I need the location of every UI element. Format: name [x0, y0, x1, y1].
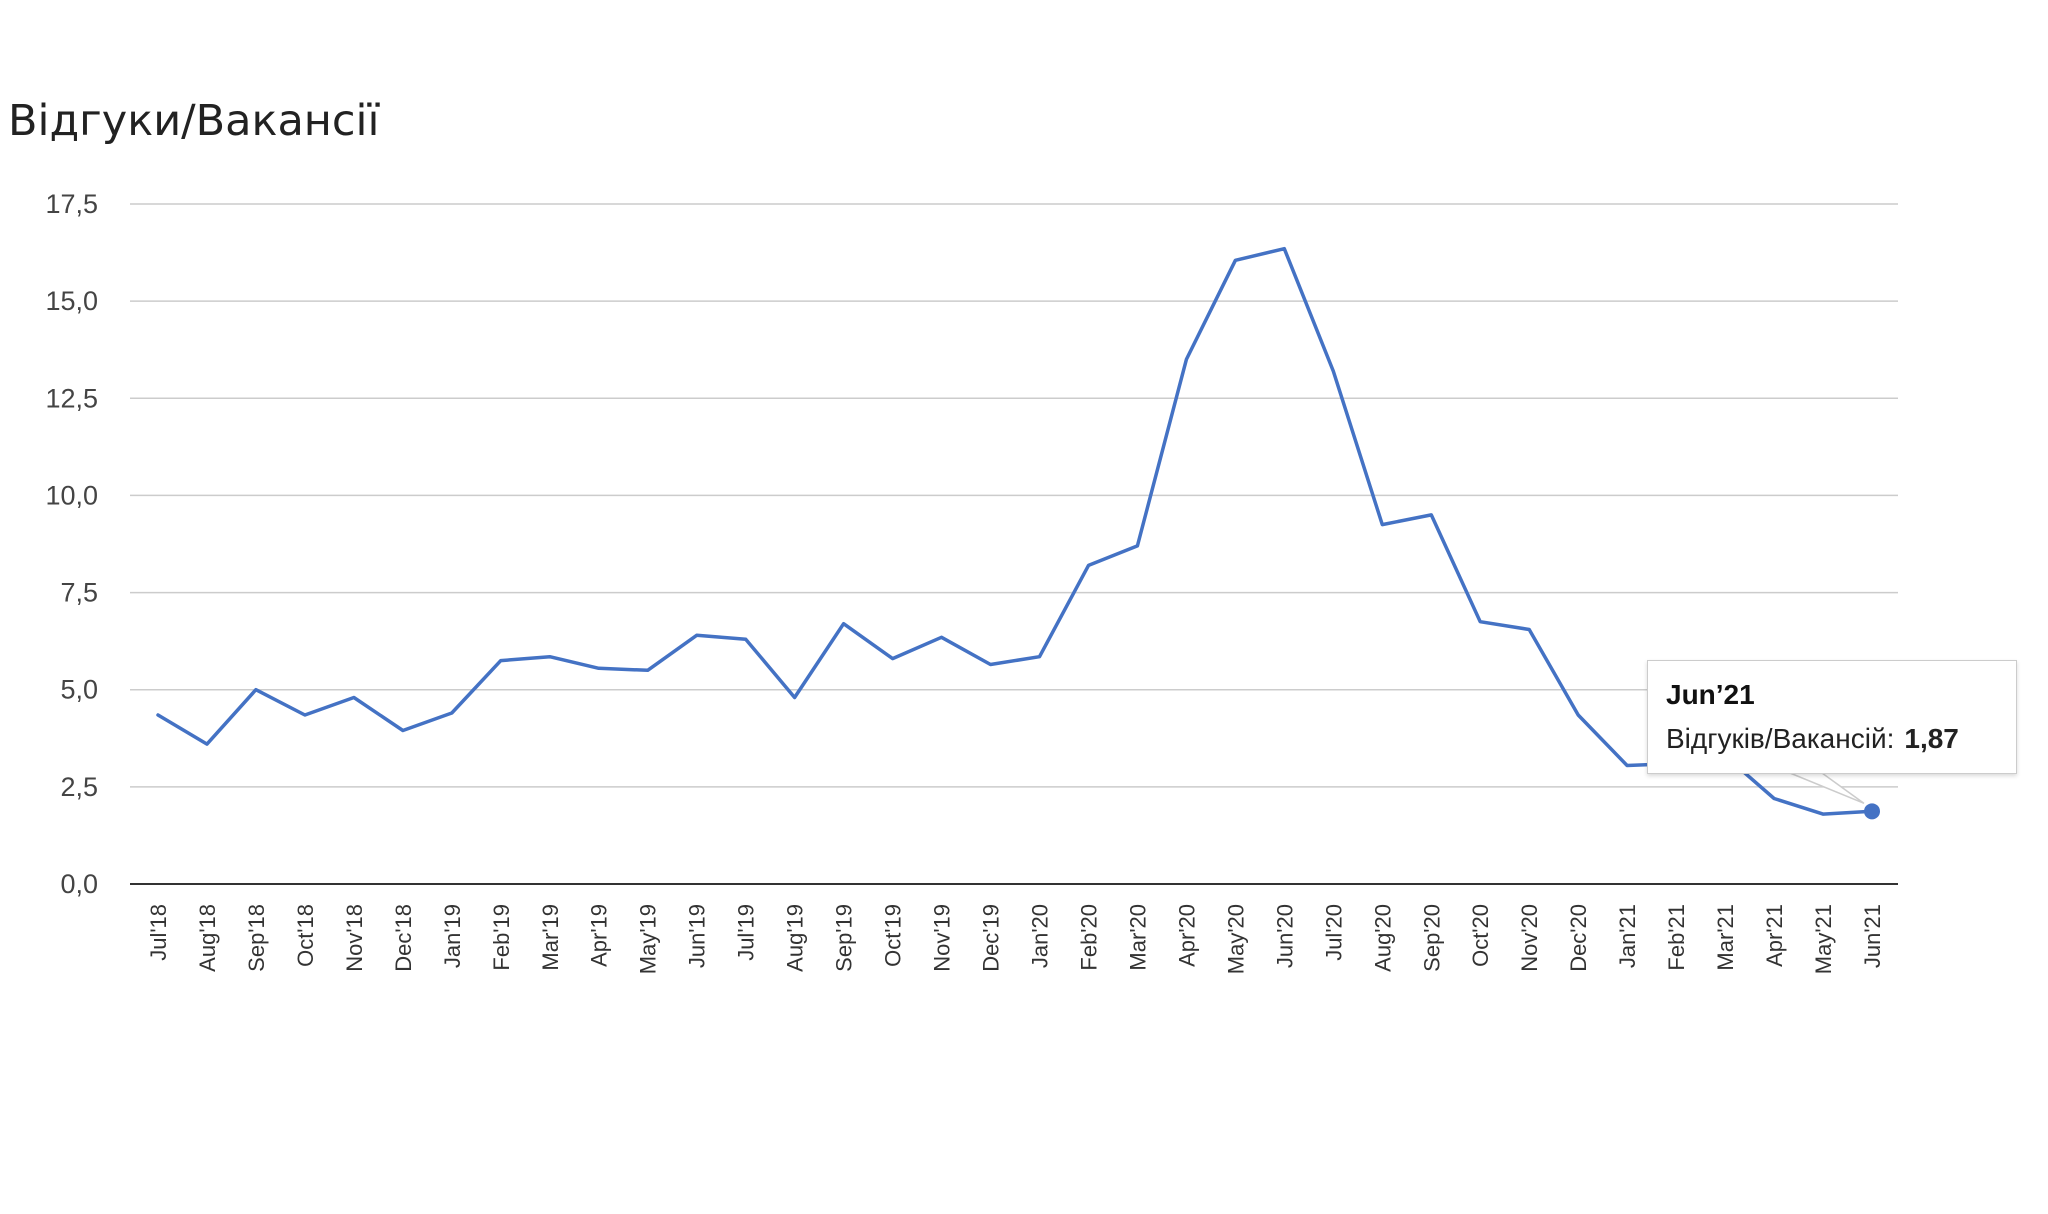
data-point: [939, 634, 945, 640]
x-tick-label: Jul'20: [1321, 904, 1346, 961]
data-point: [988, 661, 994, 667]
data-point: [1232, 257, 1238, 263]
x-tick-label: Aug'20: [1370, 904, 1395, 972]
data-point: [1281, 246, 1287, 252]
x-tick-label: Sep'19: [832, 904, 857, 972]
data-point: [1820, 811, 1826, 817]
data-point: [1477, 619, 1483, 625]
tooltip-pointer: [1789, 772, 1865, 805]
x-tick-label: Nov'18: [342, 904, 367, 972]
data-point: [1330, 368, 1336, 374]
y-tick-label: 5,0: [60, 675, 98, 705]
series-line: [156, 246, 1874, 816]
data-point: [155, 712, 161, 718]
data-point: [1183, 356, 1189, 362]
y-tick-label: 0,0: [60, 869, 98, 899]
y-tick-label: 10,0: [45, 480, 98, 510]
data-point: [890, 656, 896, 662]
y-tick-label: 15,0: [45, 286, 98, 316]
data-point: [841, 621, 847, 627]
data-point: [449, 710, 455, 716]
data-point: [351, 694, 357, 700]
x-tick-label: Dec'20: [1566, 904, 1591, 972]
data-point: [1379, 522, 1385, 528]
x-tick-label: Feb'20: [1076, 904, 1101, 971]
x-tick-label: Jan'20: [1027, 904, 1052, 968]
x-tick-label: Nov'20: [1517, 904, 1542, 972]
data-point: [1624, 762, 1630, 768]
data-point: [694, 632, 700, 638]
x-tick-label: Oct'20: [1468, 904, 1493, 967]
x-tick-label: Aug'18: [195, 904, 220, 972]
x-tick-label: Jun'19: [685, 904, 710, 968]
data-point: [1575, 712, 1581, 718]
data-point: [253, 687, 259, 693]
x-tick-label: Mar'20: [1125, 904, 1150, 971]
x-tick-label: Feb'19: [489, 904, 514, 971]
x-tick-label: Feb'21: [1664, 904, 1689, 971]
data-point: [1036, 654, 1042, 660]
x-tick-label: Apr'20: [1174, 904, 1199, 967]
data-point: [1526, 626, 1532, 632]
x-tick-label: Sep'18: [244, 904, 269, 972]
tooltip-title: Jun’21: [1666, 679, 1755, 710]
data-point: [1134, 543, 1140, 549]
x-tick-label: Mar'19: [538, 904, 563, 971]
chart-title: Відгуки/Вакансії: [8, 96, 380, 146]
data-point: [1085, 562, 1091, 568]
y-tick-label: 17,5: [45, 189, 98, 219]
y-tick-label: 7,5: [60, 578, 98, 608]
x-tick-label: Jan'21: [1615, 904, 1640, 968]
x-tick-label: Jun'21: [1860, 904, 1885, 968]
highlighted-point: [1864, 803, 1880, 820]
x-tick-label: Apr'19: [587, 904, 612, 967]
x-tick-label: Jul'18: [146, 904, 171, 961]
x-tick-label: Sep'20: [1419, 904, 1444, 972]
x-tick-label: Dec'18: [391, 904, 416, 972]
y-tick-label: 12,5: [45, 383, 98, 413]
x-tick-label: Jan'19: [440, 904, 465, 968]
data-point: [1428, 512, 1434, 518]
x-tick-label: May'20: [1223, 904, 1248, 974]
data-point: [498, 658, 504, 664]
tooltip-label: Відгуків/Вакансій:: [1666, 723, 1895, 754]
x-tick-label: Jul'19: [734, 904, 759, 961]
x-tick-label: May'19: [636, 904, 661, 974]
x-tick-label: Dec'19: [979, 904, 1004, 972]
tooltip-value: 1,87: [1904, 723, 1959, 754]
tooltip-row: Відгуків/Вакансій: 1,87: [1666, 723, 1959, 755]
data-point: [792, 694, 798, 700]
x-tick-label: Apr'21: [1762, 904, 1787, 967]
x-tick-label: May'21: [1811, 904, 1836, 974]
data-point: [204, 741, 210, 747]
x-tick-label: Mar'21: [1713, 904, 1738, 971]
x-tick-label: Jun'20: [1272, 904, 1297, 968]
x-tick-label: Oct'18: [293, 904, 318, 967]
data-point: [1771, 796, 1777, 802]
x-tick-label: Aug'19: [783, 904, 808, 972]
x-tick-label: Oct'19: [881, 904, 906, 967]
data-tooltip: Jun’21 Відгуків/Вакансій: 1,87: [1647, 660, 2017, 774]
y-tick-label: 2,5: [60, 772, 98, 802]
data-point: [743, 636, 749, 642]
data-point: [547, 654, 553, 660]
data-point: [596, 665, 602, 671]
data-point: [645, 667, 651, 673]
x-tick-label: Nov'19: [930, 904, 955, 972]
data-point: [302, 712, 308, 718]
data-point: [400, 728, 406, 734]
